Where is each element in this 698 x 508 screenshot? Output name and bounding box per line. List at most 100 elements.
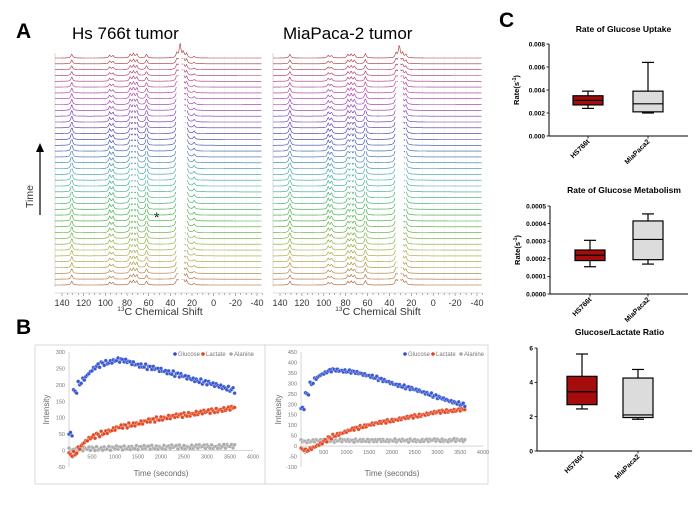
spectrum-trace [55, 256, 262, 274]
boxplot-y-tick-label: 0.0000 [526, 291, 546, 298]
scatter-point-glucose [79, 381, 84, 386]
spectra-x-tick-label: -40 [470, 298, 483, 308]
scatter-point-glucose [89, 368, 95, 373]
spectra-x-tick-label: 0 [431, 298, 436, 308]
spectra-x-tick-label: 140 [54, 298, 69, 308]
spectra-left: 140 120 100 80 60 40 20 0 -20 -40 [54, 43, 264, 308]
spectrum-trace [55, 65, 262, 82]
spectrum-trace [273, 172, 482, 198]
scatter-x-tick-label: 1500 [132, 455, 144, 461]
scatter-y-tick-label: -50 [57, 465, 65, 471]
panel-label-a: A [16, 20, 31, 43]
spectra-x-tick-label: 120 [294, 298, 309, 308]
scatter-y-tick-label: -100 [286, 465, 297, 471]
scatter-point-glucose [109, 361, 114, 366]
boxplot-title: Rate of Glucose Metabolism [567, 185, 681, 195]
spectrum-trace [273, 67, 482, 82]
ylabel-superscript: -1 [512, 77, 518, 82]
scatter-point-lactate [411, 415, 416, 421]
spectrum-trace [55, 128, 262, 158]
spectrum-trace [273, 115, 482, 140]
spectrum-trace [55, 97, 262, 123]
spectrum-trace [55, 207, 262, 233]
spectrum-trace [55, 150, 262, 181]
boxplot-y-tick-label: 0.000 [529, 133, 546, 140]
spectra-xlabel-left: 13C Chemical Shift [117, 306, 203, 318]
scatter-point-glucose [97, 365, 102, 370]
scatter-point-alanine [203, 446, 208, 451]
spectra-x-tick-label: -40 [250, 298, 263, 308]
spectrum-trace [55, 144, 262, 175]
scatter-y-tick-label: 400 [288, 360, 297, 366]
spectrum-trace [55, 241, 262, 262]
spectrum-trace [55, 102, 262, 129]
spectra-ylabel: Time [24, 185, 36, 208]
spectra-x-tick-label: 40 [384, 298, 394, 308]
spectrum-trace [55, 156, 262, 187]
spectrum-trace [55, 174, 262, 204]
legend-marker-glucose [173, 352, 177, 356]
scatter-point-lactate [152, 419, 157, 425]
spectrum-trace [273, 184, 482, 210]
scatter-y-tick-label: -50 [289, 455, 297, 461]
scatter-point-lactate [180, 415, 185, 420]
spectra-x-tick-label: 80 [122, 298, 132, 308]
scatter-right: -100 -50 0 50 100 150 200 250 300 350 400 450 0 500 10… [274, 350, 489, 478]
spectrum-trace [273, 230, 482, 251]
scatter-xlabel: Time (seconds) [134, 469, 189, 478]
spectrum-trace [55, 270, 262, 286]
spectra-x-tick-label: 20 [406, 298, 416, 308]
legend-label-glucose: Glucose [178, 352, 201, 358]
spectra-annotation-asterisk: * [154, 209, 160, 225]
scatter-y-tick-label: 200 [288, 402, 297, 408]
scatter-point-lactate [92, 436, 98, 441]
scatter-x-tick-label: 4000 [477, 450, 489, 456]
spectrum-trace [55, 181, 262, 210]
scatter-x-tick-label: 3500 [454, 450, 466, 456]
spectrum-trace [273, 161, 482, 187]
scatter-x-tick-label: 2000 [155, 455, 167, 461]
spectrum-trace [273, 203, 482, 228]
scatter-x-tick-label: 2500 [178, 455, 190, 461]
scatter-y-tick-label: 50 [291, 434, 297, 440]
spectrum-trace [273, 166, 482, 193]
scatter-x-tick-label: 4000 [247, 455, 259, 461]
legend-marker-alanine [459, 352, 463, 356]
spectrum-trace [273, 110, 482, 134]
legend-label-alanine: Alanine [464, 352, 485, 358]
scatter-point-alanine [232, 442, 237, 447]
spectra-x-tick-label: 20 [187, 298, 197, 308]
spectrum-trace [55, 162, 262, 193]
scatter-point-glucose [230, 385, 236, 390]
scatter-point-lactate [74, 451, 79, 456]
scatter-point-alanine [223, 446, 228, 451]
spectrum-trace [55, 248, 262, 268]
spectrum-trace [273, 244, 482, 262]
spectrum-trace [273, 190, 482, 216]
scatter-y-tick-label: 450 [288, 350, 297, 356]
scatter-point-lactate [125, 425, 130, 430]
spectra-x-tick-label: -20 [229, 298, 242, 308]
scatter-point-glucose [96, 361, 101, 366]
spectrum-trace [273, 251, 482, 268]
spectra-right: 140 120 100 80 60 40 20 0 -20 -40 [272, 45, 484, 308]
spectrum-trace [55, 117, 262, 146]
spectrum-trace [55, 133, 262, 164]
scatter-y-tick-label: 150 [56, 399, 65, 405]
spectra-x-tick-label: 60 [144, 298, 154, 308]
spectrum-trace [55, 107, 262, 134]
scatter-point-alanine [66, 446, 72, 451]
boxplot-y-tick-label: 0.004 [529, 87, 546, 94]
spectrum-trace [55, 74, 262, 94]
spectrum-trace [55, 200, 262, 228]
scatter-x-tick-label: 2500 [409, 450, 421, 456]
scatter-point-glucose [232, 391, 237, 396]
spectrum-trace [55, 49, 262, 65]
scatter-point-lactate [207, 411, 213, 416]
scatter-x-tick-label: 3000 [201, 455, 213, 461]
spectrum-trace [55, 43, 262, 59]
spectrum-trace [273, 95, 482, 117]
scatter-point-lactate [105, 431, 110, 436]
legend-marker-glucose [403, 352, 407, 356]
